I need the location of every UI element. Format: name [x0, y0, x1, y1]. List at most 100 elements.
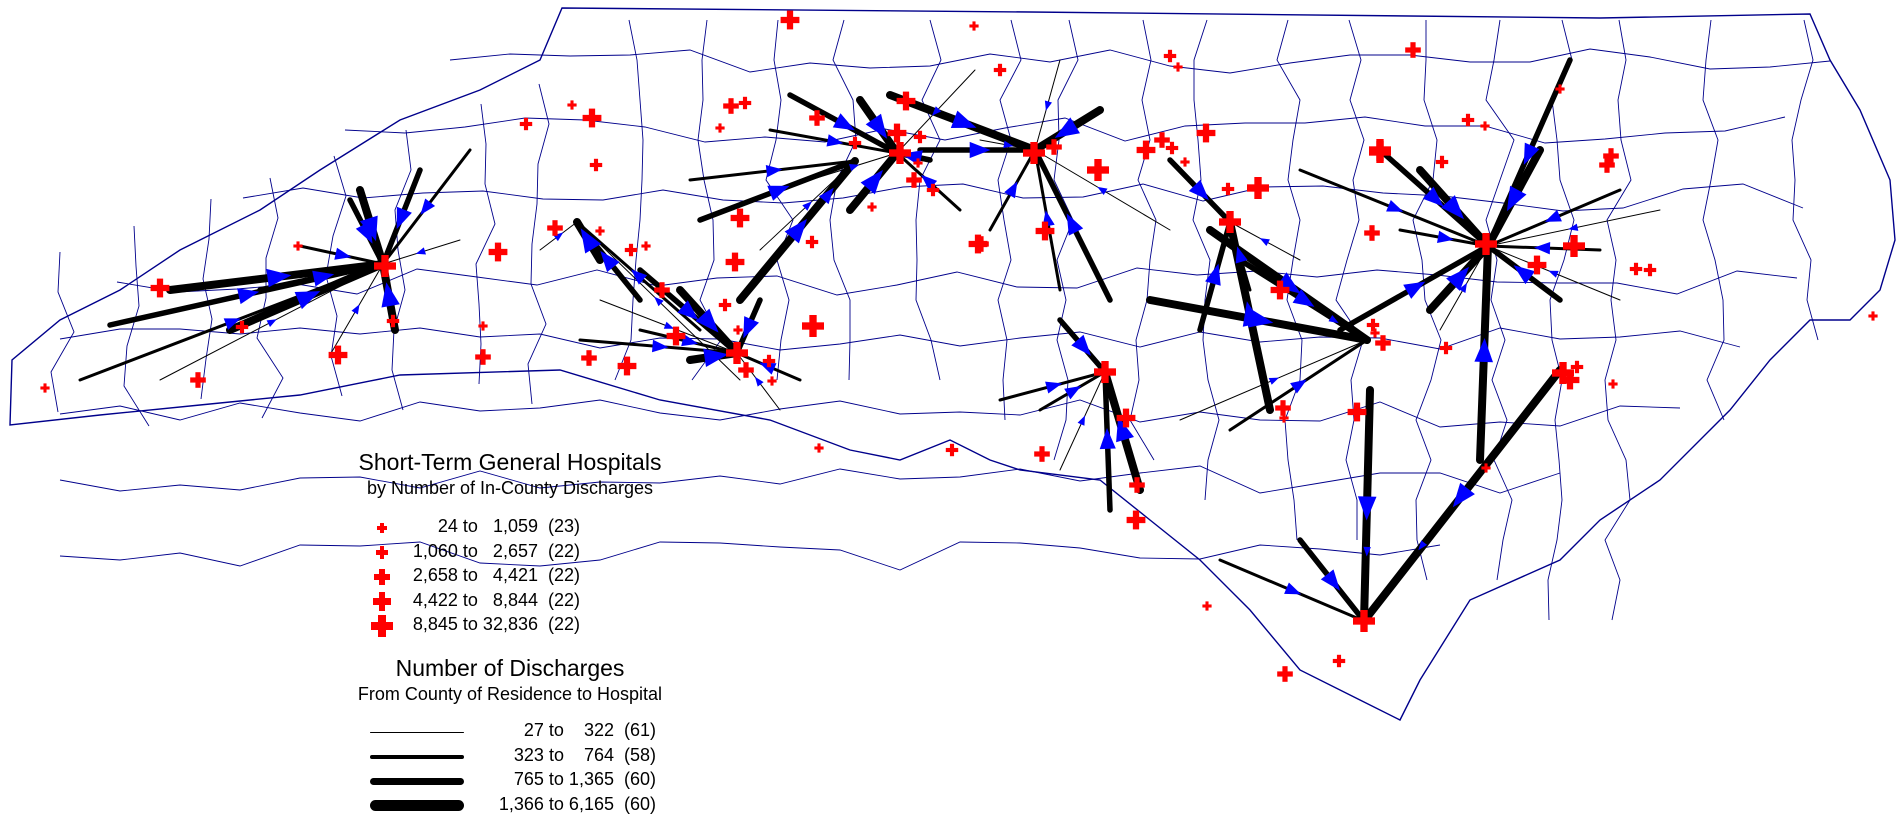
flow-arrow: [237, 288, 260, 305]
county-border: [915, 19, 942, 381]
hospital-marker: [1527, 255, 1547, 275]
hospital-marker: [1221, 182, 1235, 196]
hospital-marker: [1439, 341, 1453, 355]
flow-arrow: [1506, 185, 1527, 212]
hospital-marker: [889, 142, 911, 164]
hospital-marker: [582, 108, 602, 128]
flow-arrow: [832, 113, 855, 131]
county-border: [242, 183, 1804, 212]
flow-arrow: [1523, 142, 1540, 165]
flow-arrow: [1284, 582, 1302, 595]
hospital-marker: [475, 349, 491, 365]
county-border: [59, 327, 1741, 351]
hospital-marker: [1347, 402, 1367, 422]
flow-arrow: [1188, 179, 1209, 201]
hospital-marker: [190, 372, 206, 388]
flow-line-icon: [370, 754, 464, 759]
county-border: [391, 129, 412, 411]
hospital-marker: [293, 241, 303, 251]
hospital-marker: [738, 362, 754, 378]
flow-arrow: [818, 187, 834, 205]
flow-direction-arrows: [223, 100, 1579, 595]
flow-arrow: [1268, 377, 1279, 385]
hospital-marker: [1570, 360, 1584, 374]
hospital-marker: [1087, 159, 1109, 181]
county-border: [123, 225, 150, 427]
hospital-marker: [1126, 510, 1146, 530]
hospital-marker: [581, 350, 597, 366]
county-border: [1604, 19, 1632, 621]
hospital-marker: [1353, 610, 1375, 632]
flow-arrow: [600, 250, 620, 273]
flow-arrow: [1437, 230, 1454, 243]
flow-arrow: [1205, 263, 1221, 286]
discharge-legend-item: 323 to 764 (58): [300, 745, 720, 770]
county-borders: [50, 19, 1831, 621]
discharge-legend-item: 27 to 322 (61): [300, 720, 720, 745]
flow-arrow: [1290, 379, 1307, 394]
hospital-marker: [1560, 370, 1580, 390]
hospital-marker: [926, 183, 940, 197]
flow-line-icon: [370, 731, 464, 733]
flow-arrow: [1045, 381, 1063, 394]
flow-arrow: [420, 198, 436, 215]
flow-arrow: [1235, 246, 1248, 264]
flow-arrow: [784, 218, 808, 244]
county-border: [997, 19, 1022, 421]
hospital-marker: [617, 356, 637, 376]
county-border: [1192, 19, 1220, 501]
hospital-marker: [715, 123, 725, 133]
flow-arrow: [681, 334, 699, 347]
hospital-marker: [887, 123, 907, 143]
hospital-marker: [896, 91, 916, 111]
flow-arrow: [860, 169, 883, 195]
flow-arrow: [1071, 334, 1091, 356]
hospital-marker: [913, 130, 927, 144]
hospital-marker: [1023, 142, 1045, 164]
hospital-marker: [1608, 379, 1618, 389]
hospital-legend-subtitle: by Number of In-County Discharges: [366, 478, 654, 498]
hospital-legend-label: 4,422 to 8,844 (22): [412, 589, 580, 610]
flow-arrow: [950, 110, 977, 128]
discharge-legend-label: 323 to 764 (58): [513, 744, 656, 765]
flow-arrow: [1513, 265, 1536, 285]
flow-arrow: [1418, 540, 1428, 551]
hospital-marker: [805, 235, 819, 249]
flow-arrow: [849, 164, 860, 172]
hospital-marker: [969, 21, 979, 31]
hospital-marker: [1173, 62, 1183, 72]
flow-arrow: [1363, 546, 1371, 557]
hospital-marker: [1552, 362, 1574, 384]
hospital-marker: [1868, 311, 1878, 321]
hospital-legend-label: 8,845 to 32,836 (22): [412, 614, 580, 634]
flow-arrow: [663, 321, 675, 329]
county-border: [765, 19, 794, 381]
county-border: [1129, 19, 1157, 461]
flow-arrow: [1422, 186, 1444, 207]
hospital-legend-item: 1,060 to 2,657 (22): [300, 541, 720, 566]
county-border: [1485, 19, 1515, 581]
flow-arrow: [355, 221, 373, 244]
hospital-marker: [1116, 408, 1136, 428]
flow-arrow: [1548, 270, 1559, 278]
hospital-marker: [1555, 84, 1565, 94]
hospital-marker: [666, 326, 686, 346]
county-border: [59, 465, 1561, 494]
county-border: [256, 177, 284, 419]
flow-arrow: [802, 201, 812, 211]
hospital-cross-icon: [377, 523, 387, 533]
hospital-legend-item: 2,658 to 4,421 (22): [300, 565, 720, 590]
county-border: [1702, 19, 1725, 421]
hospital-marker: [1094, 361, 1116, 383]
flow-arrow: [767, 185, 790, 201]
flow-arrow: [1357, 496, 1377, 521]
hospital-legend-label: 24 to 1,059 (23): [437, 516, 580, 536]
county-border: [1053, 19, 1079, 461]
hospital-marker: [762, 354, 776, 368]
flow-arrow: [1446, 266, 1470, 291]
hospital-legend-title: Short-Term General Hospitals: [358, 449, 662, 475]
hospital-legend-label: 2,658 to 4,421 (22): [412, 565, 580, 585]
hospital-cross-icon: [371, 615, 393, 637]
flow-arrow: [1320, 569, 1341, 591]
